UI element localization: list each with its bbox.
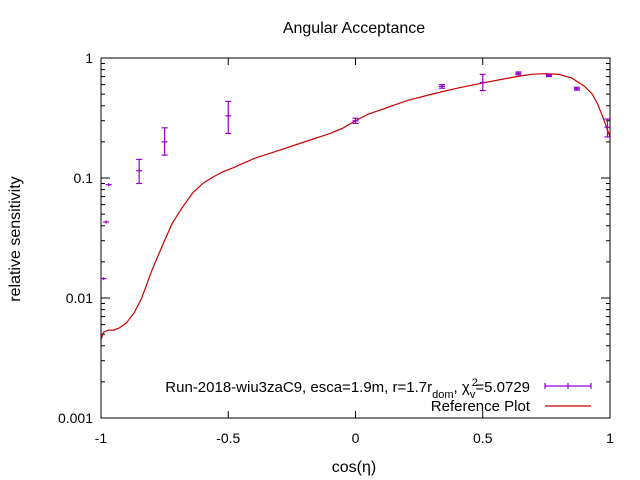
chart-title: Angular Acceptance xyxy=(283,20,425,37)
data-point xyxy=(479,73,486,92)
axis-ticks: -1 -0.5 0 0.5 1 0.001 0.01 0.1 1 xyxy=(58,50,614,446)
measured-series xyxy=(100,71,611,281)
y-tick-label: 0.1 xyxy=(74,170,94,186)
data-point xyxy=(136,158,143,185)
x-tick-label: 0.5 xyxy=(473,430,493,446)
reference-series xyxy=(100,73,611,340)
legend-label-reference: Reference Plot xyxy=(431,398,531,415)
data-point xyxy=(545,73,552,78)
legend-label-measured: Run-2018-wiu3zaC9, esca=1.9m, r=1.7rdom,… xyxy=(165,377,530,401)
x-tick-label: 0 xyxy=(352,430,360,446)
data-point xyxy=(604,118,611,138)
y-tick-label: 0.01 xyxy=(66,290,93,306)
data-point xyxy=(103,220,110,224)
reference-line xyxy=(100,73,611,340)
legend: Run-2018-wiu3zaC9, esca=1.9m, r=1.7rdom,… xyxy=(165,377,592,415)
y-tick-label: 0.001 xyxy=(58,410,93,426)
data-point xyxy=(105,183,112,187)
x-tick-label: -0.5 xyxy=(216,430,240,446)
x-axis-label: cos(η) xyxy=(332,459,376,476)
x-tick-label: 1 xyxy=(606,430,614,446)
data-point xyxy=(161,127,168,156)
data-point xyxy=(573,86,580,91)
y-axis-label: relative sensitivity xyxy=(7,176,24,301)
data-point xyxy=(515,71,522,76)
data-point xyxy=(225,100,232,135)
data-point xyxy=(100,277,107,281)
data-point xyxy=(439,84,446,89)
y-tick-label: 1 xyxy=(85,50,93,66)
data-point xyxy=(352,117,359,125)
legend-marker-measured xyxy=(544,383,592,389)
plot-frame xyxy=(100,57,611,419)
x-tick-label: -1 xyxy=(95,430,108,446)
